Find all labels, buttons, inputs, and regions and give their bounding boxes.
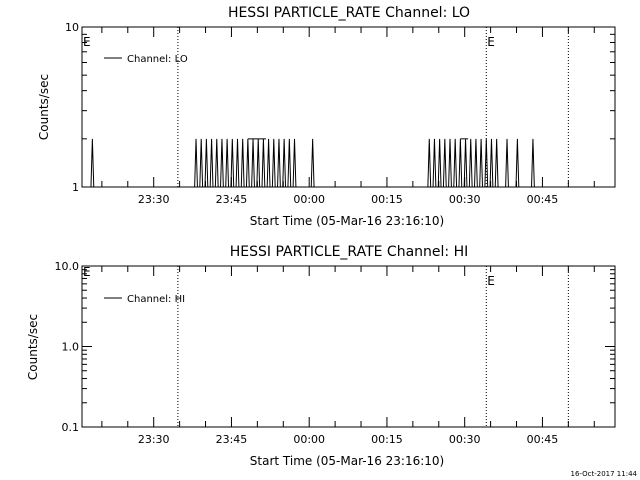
spike bbox=[489, 138, 494, 188]
chart-title-hi: HESSI PARTICLE_RATE Channel: HI bbox=[230, 244, 468, 260]
x-tick-label: 00:30 bbox=[449, 433, 481, 446]
spike bbox=[194, 138, 198, 188]
x-axis-label-lo: Start Time (05-Mar-16 23:16:10) bbox=[250, 214, 444, 228]
spike bbox=[204, 138, 209, 188]
marker-label: E bbox=[487, 35, 495, 49]
spike bbox=[453, 138, 458, 188]
x-ticks-hi: 23:30 23:45 00:00 00:15 00:30 00:45 bbox=[101, 266, 595, 446]
spike bbox=[245, 138, 250, 188]
spike bbox=[282, 138, 287, 188]
spike bbox=[209, 138, 214, 188]
series-lo bbox=[90, 138, 535, 188]
spike bbox=[310, 138, 315, 188]
marker-lines-lo: E bbox=[177, 27, 569, 187]
spike bbox=[261, 138, 266, 188]
y-tick-label: 0.1 bbox=[62, 421, 80, 434]
spike bbox=[427, 138, 432, 188]
x-tick-label: 23:30 bbox=[138, 433, 170, 446]
x-tick-label: 23:30 bbox=[138, 193, 170, 206]
marker-lines-hi: E bbox=[177, 266, 569, 427]
y-axis-label-hi: Counts/sec bbox=[26, 314, 40, 380]
y-tick-label: 10.0 bbox=[55, 260, 80, 273]
legend-label-lo: Channel: LO bbox=[127, 54, 188, 65]
plot-frame-hi bbox=[81, 265, 616, 428]
y-ticks-lo: 1 10 bbox=[65, 21, 615, 194]
spike bbox=[448, 138, 452, 188]
footer-timestamp: 16-Oct-2017 11:44 bbox=[571, 470, 638, 478]
spike bbox=[240, 138, 245, 188]
spike bbox=[432, 138, 437, 188]
spike bbox=[442, 138, 447, 188]
x-tick-label: 00:45 bbox=[527, 433, 559, 446]
y-ticks-hi: 0.1 1.0 10.0 bbox=[55, 260, 615, 434]
spike bbox=[256, 138, 261, 188]
plot-frame-lo bbox=[81, 26, 616, 188]
spike bbox=[90, 138, 95, 188]
spike bbox=[230, 138, 235, 188]
spike bbox=[287, 138, 292, 188]
spike bbox=[468, 138, 473, 188]
x-tick-label: 00:45 bbox=[527, 193, 559, 206]
x-tick-label: 00:00 bbox=[293, 193, 325, 206]
spike bbox=[235, 138, 240, 188]
spike bbox=[225, 138, 230, 188]
spike bbox=[515, 138, 520, 188]
spike bbox=[494, 138, 499, 188]
x-tick-label: 00:15 bbox=[371, 193, 403, 206]
corner-label-hi: E bbox=[83, 265, 91, 279]
x-tick-label: 23:45 bbox=[216, 193, 248, 206]
panel-lo: HESSI PARTICLE_RATE Channel: LO 23:30 23:… bbox=[37, 5, 616, 228]
spike bbox=[463, 138, 468, 188]
spike bbox=[266, 138, 271, 188]
corner-label-lo: E bbox=[83, 35, 91, 49]
x-tick-label: 23:45 bbox=[216, 433, 248, 446]
x-tick-label: 00:15 bbox=[371, 433, 403, 446]
spike bbox=[199, 138, 204, 188]
panel-hi: HESSI PARTICLE_RATE Channel: HI 23:30 23:… bbox=[26, 244, 616, 468]
y-axis-label-lo: Counts/sec bbox=[37, 74, 51, 140]
x-axis-label-hi: Start Time (05-Mar-16 23:16:10) bbox=[250, 454, 444, 468]
spike bbox=[531, 138, 535, 188]
spike bbox=[271, 138, 276, 188]
spike bbox=[292, 138, 297, 188]
y-tick-label: 10 bbox=[65, 21, 79, 34]
x-tick-label: 00:30 bbox=[449, 193, 481, 206]
spike bbox=[484, 138, 489, 188]
spike bbox=[479, 138, 484, 188]
spike bbox=[458, 138, 463, 188]
spike bbox=[437, 138, 442, 188]
spike bbox=[251, 138, 255, 188]
spike bbox=[277, 138, 281, 188]
legend-label-hi: Channel: HI bbox=[127, 294, 185, 305]
y-tick-label: 1 bbox=[72, 181, 79, 194]
chart-title-lo: HESSI PARTICLE_RATE Channel: LO bbox=[228, 5, 470, 21]
y-tick-label: 1.0 bbox=[62, 341, 80, 354]
spike bbox=[214, 138, 219, 188]
spike bbox=[505, 138, 509, 188]
marker-label: E bbox=[487, 274, 495, 288]
spike bbox=[474, 138, 478, 188]
x-tick-label: 00:00 bbox=[293, 433, 325, 446]
spike bbox=[220, 138, 224, 188]
